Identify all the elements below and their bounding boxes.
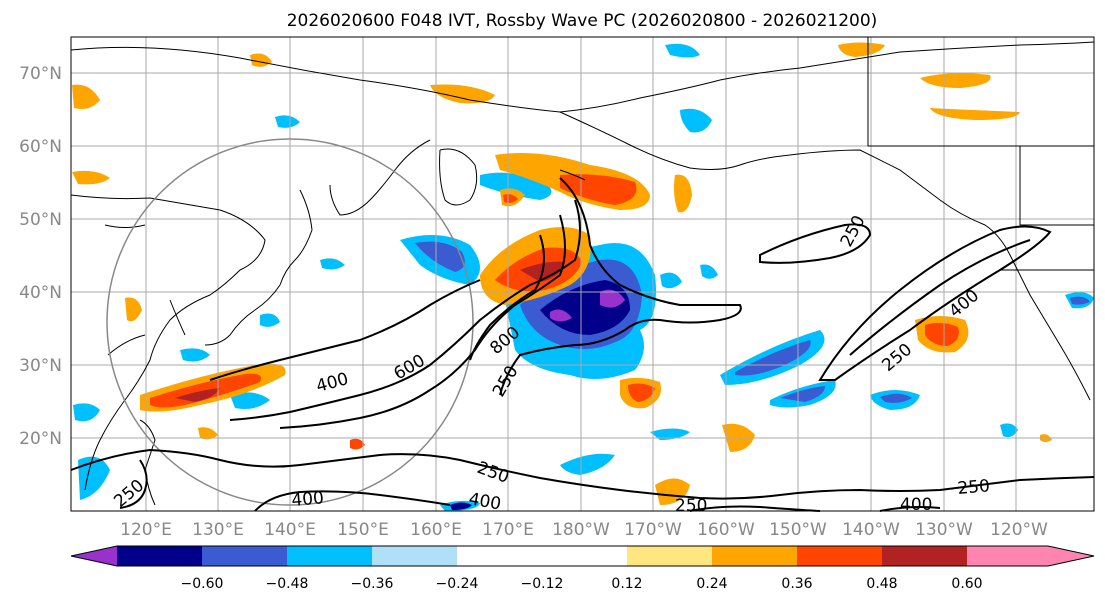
latitude-labels: 70°N 60°N 50°N 40°N 30°N 20°N bbox=[19, 64, 62, 449]
colorbar-outline bbox=[70, 545, 1095, 567]
lat-label: 60°N bbox=[19, 137, 62, 157]
colorbar-tick-label: 0.24 bbox=[696, 576, 727, 592]
coastlines bbox=[70, 37, 1095, 506]
contour-label: 250 bbox=[675, 496, 707, 516]
contour-label: 400 bbox=[900, 495, 932, 515]
map-frame bbox=[70, 36, 1095, 512]
longitude-labels: 120°E 130°E 140°E 150°E 160°E 170°E 180°… bbox=[120, 520, 1048, 540]
colorbar-tick-label: −0.48 bbox=[266, 576, 309, 592]
lon-label: 160°E bbox=[410, 520, 462, 540]
colorbar: −0.60 −0.48 −0.36 −0.24 −0.12 0.12 0.24 … bbox=[70, 545, 1095, 592]
positive-anomaly-shading bbox=[72, 42, 1052, 505]
colorbar-segment bbox=[542, 546, 627, 566]
colorbar-segment bbox=[797, 546, 882, 566]
colorbar-tick-label: −0.12 bbox=[521, 576, 564, 592]
colorbar-tick-label: −0.24 bbox=[436, 576, 479, 592]
lon-label: 120°E bbox=[120, 520, 172, 540]
colorbar-tick-label: 0.36 bbox=[781, 576, 812, 592]
lon-label: 150°W bbox=[769, 520, 827, 540]
lon-label: 120°W bbox=[990, 520, 1048, 540]
colorbar-tick-label: −0.36 bbox=[351, 576, 394, 592]
contour-label: 400 bbox=[291, 488, 325, 511]
lon-label: 140°W bbox=[842, 520, 900, 540]
colorbar-segment bbox=[712, 546, 797, 566]
colorbar-ticks: −0.60 −0.48 −0.36 −0.24 −0.12 0.12 0.24 … bbox=[181, 576, 983, 592]
lat-label: 70°N bbox=[19, 64, 62, 84]
lon-label: 130°W bbox=[915, 520, 973, 540]
colorbar-segment bbox=[117, 546, 202, 566]
region-circle bbox=[106, 138, 474, 506]
lon-label: 140°E bbox=[264, 520, 316, 540]
colorbar-extend-low bbox=[71, 546, 117, 566]
lat-label: 20°N bbox=[19, 429, 62, 449]
lat-label: 30°N bbox=[19, 356, 62, 376]
colorbar-segment bbox=[882, 546, 967, 566]
lat-label: 50°N bbox=[19, 210, 62, 230]
colorbar-segment bbox=[372, 546, 457, 566]
lon-label: 170°E bbox=[482, 520, 534, 540]
lon-label: 160°W bbox=[697, 520, 755, 540]
lon-label: 180°W bbox=[552, 520, 610, 540]
colorbar-segment bbox=[287, 546, 372, 566]
colorbar-segment bbox=[202, 546, 287, 566]
lon-label: 150°E bbox=[337, 520, 389, 540]
lat-label: 40°N bbox=[19, 283, 62, 303]
contour-label: 250 bbox=[957, 476, 991, 499]
lon-label: 170°W bbox=[624, 520, 682, 540]
ivt-contours bbox=[70, 177, 1095, 512]
colorbar-tick-label: 0.60 bbox=[951, 576, 982, 592]
colorbar-segment bbox=[457, 546, 542, 566]
colorbar-tick-label: 0.48 bbox=[866, 576, 897, 592]
colorbar-segment bbox=[627, 546, 712, 566]
colorbar-extend-high bbox=[967, 546, 1094, 566]
lon-label: 130°E bbox=[192, 520, 244, 540]
colorbar-tick-label: −0.60 bbox=[181, 576, 224, 592]
colorbar-tick-label: 0.12 bbox=[611, 576, 642, 592]
map-title: 2026020600 F048 IVT, Rossby Wave PC (202… bbox=[287, 11, 878, 31]
